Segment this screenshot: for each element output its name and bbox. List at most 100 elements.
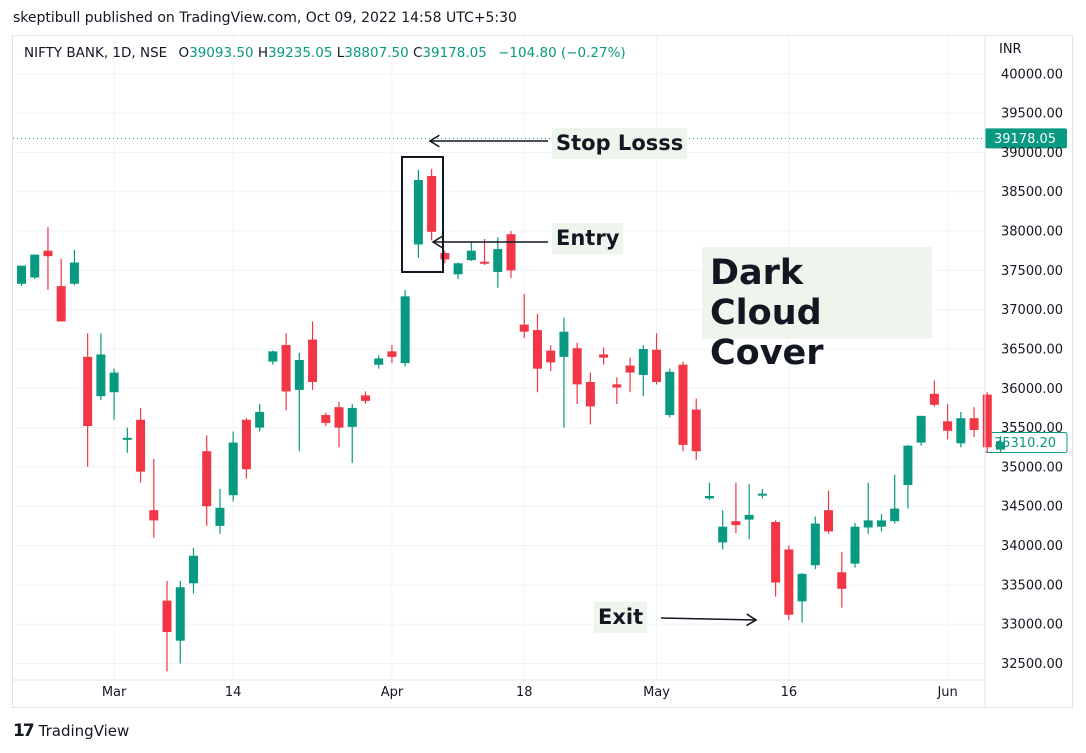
candle-body <box>757 493 767 496</box>
x-tick-label: Jun <box>936 685 957 700</box>
price-lines: 39178.05 35310.20 <box>13 128 1068 454</box>
candle <box>281 333 291 411</box>
candle <box>400 290 410 367</box>
candle <box>863 482 873 534</box>
candle <box>585 372 595 425</box>
candle-body <box>188 555 198 584</box>
candle <box>519 293 529 338</box>
candle <box>96 333 106 401</box>
candle-body <box>281 345 291 392</box>
y-tick-label: 34000.00 <box>1001 539 1063 554</box>
candle <box>824 490 834 534</box>
candle <box>162 580 172 672</box>
candle <box>784 545 794 621</box>
x-tick-label: May <box>643 685 670 700</box>
candle <box>916 415 926 446</box>
candle-body <box>996 441 1006 450</box>
candle <box>347 404 357 464</box>
candle-body <box>863 520 873 528</box>
candle <box>17 265 26 287</box>
exit-annotation: Exit <box>594 602 648 633</box>
candle-body <box>546 350 556 363</box>
candle-body <box>308 339 318 383</box>
candle-body <box>599 354 609 358</box>
candle <box>228 431 238 502</box>
candle <box>506 231 516 279</box>
y-tick-label: 35500.00 <box>1001 421 1063 436</box>
y-tick-label: 34500.00 <box>1001 500 1063 515</box>
candle-body <box>956 418 966 444</box>
candle-body <box>876 520 886 527</box>
symbol-label: NIFTY BANK, 1D, NSE <box>24 45 168 61</box>
x-tick-label: 18 <box>516 685 533 700</box>
candle-body <box>466 250 476 261</box>
candle-body <box>837 572 847 589</box>
candle <box>466 242 476 261</box>
price-tag-bg <box>985 128 1067 149</box>
candle <box>691 398 701 460</box>
candle <box>334 401 344 448</box>
candle <box>969 407 979 438</box>
candle <box>837 551 847 608</box>
ohlc-close: C39178.05 <box>412 45 487 61</box>
candle <box>982 392 992 453</box>
candle <box>241 418 251 479</box>
candle <box>294 352 304 452</box>
candle-body <box>17 265 26 284</box>
candle <box>744 484 754 540</box>
candle <box>56 258 66 322</box>
y-tick-label: 40000.00 <box>1001 67 1063 82</box>
candle <box>599 347 609 365</box>
candle <box>255 404 265 432</box>
candle <box>453 262 463 280</box>
candle-body <box>784 549 794 615</box>
candle-body <box>56 286 66 322</box>
candle <box>850 522 860 568</box>
candle <box>308 321 318 390</box>
candle <box>996 436 1006 453</box>
candle <box>109 368 119 420</box>
chart-frame <box>12 35 1073 708</box>
candle-body <box>506 234 516 271</box>
candle-body <box>929 393 939 405</box>
candle <box>903 444 913 509</box>
candle <box>810 516 820 570</box>
y-tick-label: 37000.00 <box>1001 303 1063 318</box>
candle-body <box>625 365 635 373</box>
candle-body <box>943 421 953 431</box>
pattern-box <box>401 156 444 273</box>
candle <box>652 333 662 385</box>
candle-body <box>83 356 93 427</box>
candle <box>665 368 675 418</box>
candles <box>17 168 1006 672</box>
y-tick-label: 39500.00 <box>1001 107 1063 122</box>
candle-body <box>360 395 370 401</box>
currency-label: INR <box>999 42 1022 57</box>
candle-body <box>638 348 648 375</box>
candle-body <box>69 262 79 284</box>
candle <box>122 427 132 453</box>
candle-body <box>532 330 542 369</box>
candle-body <box>678 364 688 445</box>
candle-body <box>969 418 979 430</box>
y-tick-label: 33000.00 <box>1001 618 1063 633</box>
footer-brand[interactable]: 17 TradingView <box>13 721 129 741</box>
candle-body <box>347 407 357 427</box>
candle <box>480 238 490 265</box>
candle-body <box>982 394 992 448</box>
candle <box>136 407 146 483</box>
candle <box>188 547 198 594</box>
candle <box>440 250 450 264</box>
y-tick-label: 36000.00 <box>1001 382 1063 397</box>
candle-body <box>850 526 860 564</box>
y-axis: 32500.00 33000.00 33500.00 34000.00 34500.00… <box>984 36 1063 708</box>
pattern-title: Dark Cloud Cover <box>702 247 932 373</box>
entry-annotation: Entry <box>552 223 624 254</box>
annotation-overlay <box>401 134 758 627</box>
tradingview-logo-icon: 17 <box>13 721 35 741</box>
candle-body <box>149 510 159 521</box>
candle-body <box>704 496 714 499</box>
candle-body <box>810 523 820 566</box>
candle-body <box>916 415 926 443</box>
